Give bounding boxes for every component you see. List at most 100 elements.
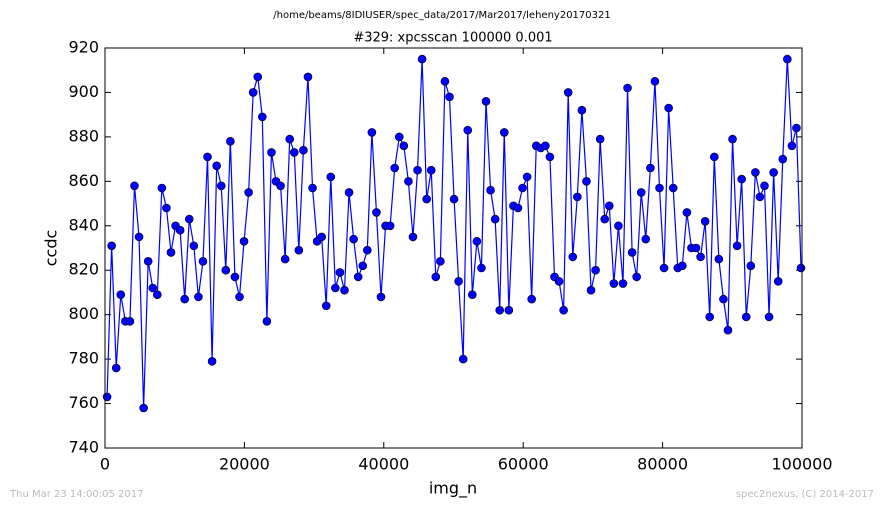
data-point: [139, 403, 148, 413]
data-point: [262, 317, 272, 326]
data-point: [216, 181, 226, 191]
data-point: [367, 128, 377, 137]
data-point: [545, 152, 555, 162]
data-point: [276, 181, 285, 191]
data-point: [719, 294, 728, 304]
header-path: /home/beams/8IDIUSER/spec_data/2017/Mar2…: [273, 10, 610, 21]
data-point: [184, 214, 194, 224]
data-point: [340, 285, 349, 295]
data-point: [353, 272, 363, 282]
data-point: [212, 161, 221, 171]
data-point: [326, 172, 336, 182]
data-point: [417, 54, 427, 64]
data-point: [623, 83, 632, 93]
data-point: [495, 305, 505, 315]
data-point: [573, 192, 582, 202]
data-point: [390, 163, 400, 173]
data-point: [166, 248, 176, 257]
data-point: [189, 241, 199, 251]
data-point: [376, 292, 386, 302]
x-tick-label: 40000: [358, 455, 409, 474]
data-point: [778, 154, 788, 164]
data-point: [143, 257, 153, 266]
data-point: [595, 134, 605, 144]
data-point: [248, 88, 258, 97]
y-tick-label: 840: [68, 215, 99, 234]
data-point: [792, 123, 801, 133]
data-point: [335, 268, 345, 277]
data-point: [445, 92, 454, 102]
data-point: [504, 305, 514, 315]
data-point: [577, 105, 587, 115]
data-point: [764, 312, 774, 322]
data-point: [600, 214, 610, 224]
data-point: [650, 77, 660, 86]
x-tick-label: 60000: [498, 455, 549, 474]
data-point: [563, 88, 573, 97]
y-tick-label: 820: [68, 260, 99, 279]
data-point: [207, 357, 217, 366]
data-point: [787, 141, 797, 151]
data-point: [102, 392, 112, 402]
data-point: [394, 132, 404, 142]
x-tick-label: 100000: [771, 455, 832, 474]
data-point: [454, 277, 463, 286]
data-point: [618, 279, 628, 288]
footer-right: spec2nexus, (C) 2014-2017: [736, 489, 874, 500]
data-point: [175, 225, 185, 235]
y-tick-label: 780: [68, 349, 99, 368]
data-point: [194, 292, 203, 302]
y-tick-label: 740: [68, 438, 99, 457]
data-point: [627, 248, 637, 257]
data-point: [153, 290, 162, 299]
data-point: [728, 134, 737, 144]
data-point: [741, 312, 751, 322]
y-tick-label: 800: [68, 304, 99, 323]
data-point: [458, 354, 468, 364]
data-point: [632, 272, 641, 282]
data-point: [586, 285, 596, 295]
y-tick-label: 860: [68, 171, 99, 190]
data-point: [180, 294, 190, 304]
data-point: [783, 54, 792, 64]
data-point: [449, 194, 459, 204]
data-point: [591, 265, 600, 275]
data-point: [244, 188, 253, 197]
data-point: [331, 283, 340, 293]
data-point: [198, 257, 208, 266]
data-point: [773, 277, 783, 286]
data-point: [239, 237, 249, 246]
x-tick-label: 0: [100, 455, 110, 474]
x-tick-label: 80000: [637, 455, 688, 474]
data-point: [321, 301, 331, 311]
data-point: [614, 221, 623, 231]
plot-frame: [104, 47, 803, 449]
data-point: [668, 183, 678, 193]
data-point: [363, 245, 372, 255]
data-point: [349, 234, 358, 244]
data-point: [344, 188, 354, 197]
data-point: [408, 232, 418, 242]
data-point: [125, 317, 135, 326]
data-point: [358, 261, 368, 271]
data-point: [422, 194, 431, 204]
data-point: [559, 305, 568, 315]
data-point: [267, 148, 276, 157]
data-point: [499, 128, 509, 137]
data-point: [691, 243, 701, 253]
data-point: [107, 241, 116, 251]
data-point: [737, 174, 746, 184]
data-point: [285, 134, 295, 144]
data-point: [522, 172, 532, 182]
data-point: [226, 137, 235, 146]
data-point: [468, 290, 477, 299]
data-point: [760, 181, 769, 191]
data-point: [554, 277, 564, 286]
data-point: [518, 183, 527, 193]
data-point: [162, 203, 171, 213]
data-point: [440, 77, 450, 86]
data-point: [641, 234, 651, 244]
data-point: [655, 183, 664, 193]
data-point: [116, 290, 126, 299]
